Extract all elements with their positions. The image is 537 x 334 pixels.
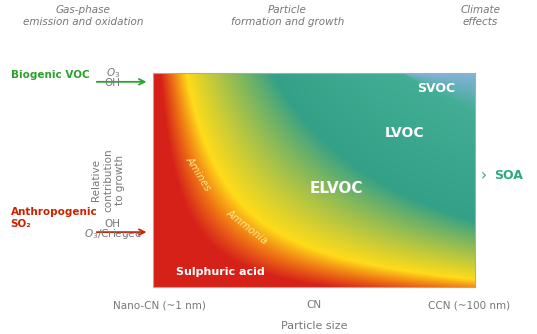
Text: Particle
formation and growth: Particle formation and growth [230, 5, 344, 27]
Text: CCN (~100 nm): CCN (~100 nm) [428, 300, 510, 310]
Text: ›: › [480, 168, 487, 183]
Text: Particle size: Particle size [281, 321, 347, 331]
Text: Biogenic VOC: Biogenic VOC [11, 70, 89, 80]
Text: LVOC: LVOC [384, 126, 424, 140]
Text: Amines: Amines [184, 155, 213, 193]
Text: CN: CN [307, 300, 322, 310]
Text: ELVOC: ELVOC [310, 181, 364, 196]
Text: Relative
contribution
to growth: Relative contribution to growth [91, 149, 125, 212]
Text: SVOC: SVOC [418, 82, 455, 95]
Text: Sulphuric acid: Sulphuric acid [176, 267, 265, 277]
Text: OH: OH [105, 78, 121, 88]
Text: Climate
effects: Climate effects [461, 5, 500, 27]
Text: Nano-CN (~1 nm): Nano-CN (~1 nm) [113, 300, 206, 310]
Text: Ammonia: Ammonia [224, 208, 269, 246]
Text: Gas-phase
emission and oxidation: Gas-phase emission and oxidation [23, 5, 143, 27]
Text: OH: OH [105, 219, 121, 229]
Text: $O_3$: $O_3$ [106, 66, 120, 80]
Text: SOA: SOA [494, 169, 523, 182]
Text: SO₂: SO₂ [11, 219, 32, 229]
Text: Anthropogenic: Anthropogenic [11, 207, 98, 217]
Text: $O_3$/Criegee: $O_3$/Criegee [84, 227, 142, 241]
